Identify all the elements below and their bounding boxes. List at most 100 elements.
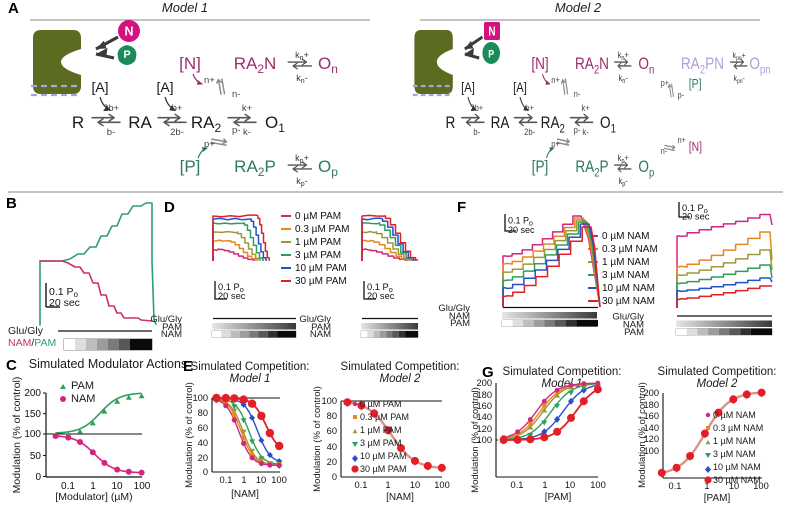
svg-text:k-: k- [243, 127, 251, 138]
svg-text:10: 10 [256, 475, 266, 485]
svg-text:100: 100 [134, 481, 151, 492]
svg-text:Simulated Competition:: Simulated Competition: [503, 366, 622, 378]
svg-text:Glu/Gly: Glu/Gly [8, 325, 44, 337]
svg-text:PAM: PAM [71, 380, 94, 392]
svg-text:150: 150 [24, 409, 41, 420]
svg-text:10: 10 [410, 480, 420, 490]
svg-text:0 µM NAM: 0 µM NAM [713, 410, 756, 420]
svg-text:kpn-: kpn- [734, 73, 746, 85]
svg-text:40: 40 [327, 442, 337, 452]
svg-text:0.3 µM PAM: 0.3 µM PAM [295, 224, 349, 235]
svg-text:2b+: 2b+ [103, 103, 120, 114]
svg-text:10: 10 [565, 480, 575, 490]
svg-text:On: On [318, 54, 338, 76]
svg-text:Model 1: Model 1 [230, 373, 271, 385]
svg-text:[NAM]: [NAM] [386, 492, 414, 503]
svg-text:B: B [6, 195, 17, 212]
svg-text:N: N [124, 25, 133, 39]
svg-text:0 µM NAM: 0 µM NAM [602, 231, 649, 242]
svg-text:20: 20 [327, 457, 337, 467]
svg-text:[NAM]: [NAM] [231, 489, 259, 500]
svg-text:0 µM PAM: 0 µM PAM [360, 399, 402, 409]
svg-text:0: 0 [332, 472, 337, 482]
svg-text:Simulated Competition:: Simulated Competition: [341, 361, 460, 373]
svg-text:n-: n- [574, 88, 581, 99]
svg-text:Simulated Competition:: Simulated Competition: [658, 366, 777, 378]
svg-text:RA: RA [128, 113, 152, 132]
svg-text:Modulation (% of control): Modulation (% of control) [11, 377, 23, 494]
svg-text:kn+: kn+ [295, 50, 309, 62]
svg-text:0.1: 0.1 [669, 481, 682, 491]
svg-text:3 µM NAM: 3 µM NAM [713, 449, 756, 459]
svg-text:Modulation (% of control): Modulation (% of control) [184, 382, 195, 488]
svg-text:p-: p- [678, 90, 685, 100]
svg-text:Model 2: Model 2 [380, 373, 422, 385]
svg-text:0.1: 0.1 [220, 475, 233, 485]
svg-text:20 sec: 20 sec [682, 212, 710, 222]
svg-text:RA2: RA2 [541, 114, 565, 136]
svg-text:kn-: kn- [296, 73, 307, 85]
svg-text:RA2P: RA2P [575, 158, 608, 180]
svg-text:1: 1 [241, 475, 246, 485]
svg-text:1 µM NAM: 1 µM NAM [713, 436, 756, 446]
svg-text:1: 1 [542, 480, 547, 490]
svg-text:60: 60 [327, 426, 337, 436]
svg-text:R: R [445, 114, 455, 133]
svg-text:F: F [457, 199, 466, 216]
svg-text:0: 0 [203, 467, 208, 477]
svg-text:10 µM PAM: 10 µM PAM [295, 263, 347, 274]
svg-text:[N]: [N] [689, 140, 702, 154]
svg-text:Op: Op [318, 157, 338, 179]
svg-text:20 sec: 20 sec [367, 291, 395, 301]
svg-text:Modulation (% of control): Modulation (% of control) [312, 386, 323, 492]
svg-text:kp-: kp- [296, 176, 307, 188]
svg-text:kp+: kp+ [618, 153, 629, 165]
svg-text:60: 60 [198, 423, 208, 433]
svg-text:80: 80 [198, 408, 208, 418]
svg-text:O1: O1 [265, 113, 285, 135]
svg-text:k+: k+ [581, 102, 589, 113]
svg-text:kpn+: kpn+ [733, 50, 746, 62]
svg-text:1: 1 [385, 480, 390, 490]
svg-text:R: R [72, 113, 84, 132]
svg-text:kn+: kn+ [618, 50, 629, 62]
svg-text:30 µM NAM: 30 µM NAM [713, 475, 761, 485]
svg-text:1 µM NAM: 1 µM NAM [602, 257, 649, 268]
svg-text:30 µM PAM: 30 µM PAM [295, 276, 347, 287]
svg-text:10 µM NAM: 10 µM NAM [602, 283, 655, 294]
svg-text:50: 50 [30, 451, 42, 462]
svg-text:PAM: PAM [624, 327, 644, 338]
svg-text:NAM: NAM [161, 329, 182, 340]
svg-text:n+: n+ [678, 135, 686, 145]
svg-text:RA2N: RA2N [575, 55, 609, 77]
svg-text:N: N [488, 26, 495, 39]
svg-text:20 sec: 20 sec [218, 291, 246, 301]
svg-text:NAM: NAM [71, 393, 95, 405]
svg-text:100: 100 [24, 429, 41, 440]
svg-text:0.1: 0.1 [355, 480, 368, 490]
svg-text:[A]: [A] [91, 79, 108, 95]
svg-text:O1: O1 [600, 114, 616, 136]
svg-text:0: 0 [35, 472, 41, 483]
svg-text:1 µM PAM: 1 µM PAM [295, 237, 341, 248]
svg-text:200: 200 [476, 378, 492, 388]
svg-text:NAM: NAM [310, 329, 331, 340]
svg-text:100: 100 [321, 396, 337, 406]
svg-text:P: P [488, 49, 494, 61]
svg-text:[N]: [N] [531, 55, 548, 74]
svg-text:RA2N: RA2N [234, 54, 277, 76]
svg-text:30 µM PAM: 30 µM PAM [360, 464, 407, 474]
svg-text:Op: Op [638, 158, 654, 180]
svg-text:10 µM PAM: 10 µM PAM [360, 451, 407, 461]
svg-text:20 sec: 20 sec [508, 225, 535, 235]
svg-text:0.3 µM NAM: 0.3 µM NAM [713, 423, 763, 433]
svg-text:100: 100 [590, 480, 606, 490]
svg-text:P: P [123, 49, 130, 61]
svg-text:Model 1: Model 1 [162, 0, 208, 15]
svg-text:[A]: [A] [461, 80, 475, 95]
svg-text:On: On [638, 55, 654, 77]
svg-text:100: 100 [434, 480, 450, 490]
svg-text:kn-: kn- [619, 73, 628, 85]
svg-text:2b-: 2b- [524, 126, 535, 137]
svg-text:[A]: [A] [156, 79, 173, 95]
